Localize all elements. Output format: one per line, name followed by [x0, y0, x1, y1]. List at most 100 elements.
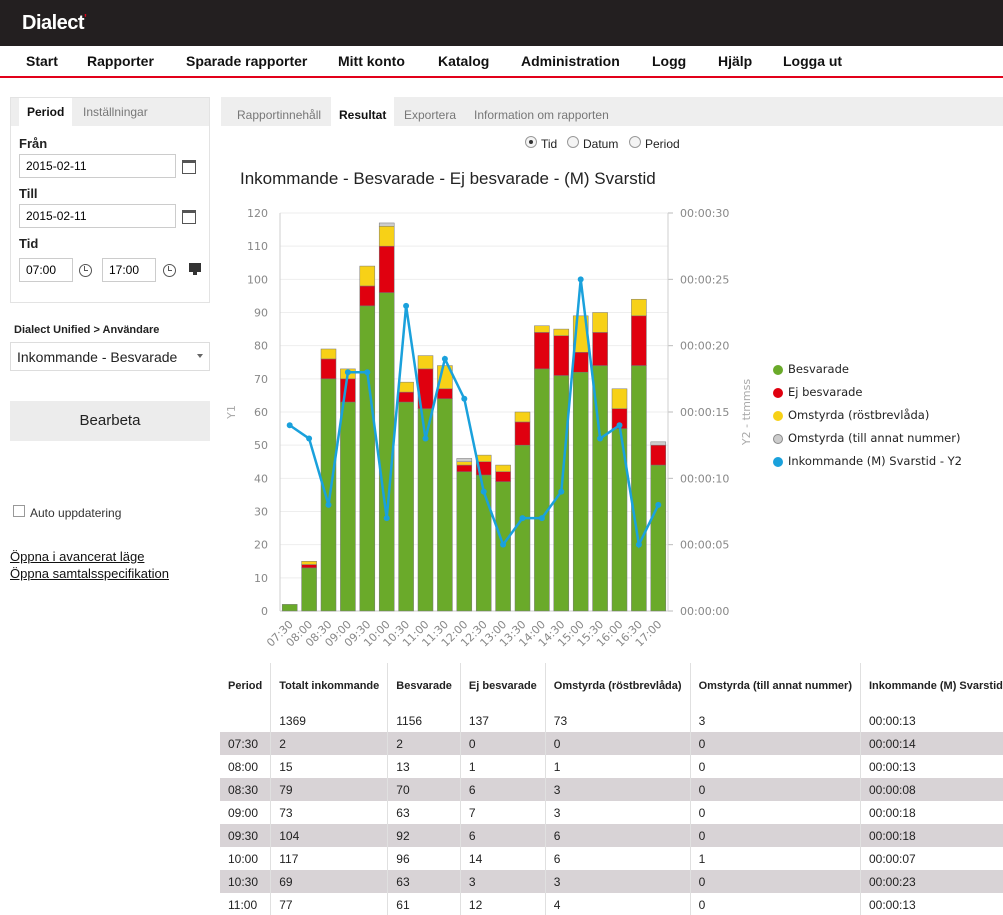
table-cell: 0	[690, 824, 861, 847]
radio-datum[interactable]	[567, 136, 579, 148]
bar-segment	[650, 464, 667, 612]
table-header-cell[interactable]: Period	[220, 663, 272, 709]
bar-segment	[495, 464, 511, 472]
table-cell: 70	[387, 778, 461, 801]
table-cell: 10:30	[220, 870, 272, 893]
tab-period[interactable]: Period	[19, 98, 73, 126]
bar-segment	[437, 388, 453, 399]
y-tick-label: 40	[254, 472, 268, 485]
table-cell: 2	[387, 732, 461, 755]
radio-period[interactable]	[629, 136, 641, 148]
bar-segment	[301, 564, 317, 569]
to-date-input[interactable]	[19, 204, 176, 228]
bar-segment	[378, 222, 395, 227]
tab-resultat[interactable]: Resultat	[331, 97, 395, 126]
call-spec-link[interactable]: Öppna samtalsspecifikation	[10, 566, 169, 581]
table-cell: 1	[460, 755, 546, 778]
bar-segment	[320, 358, 337, 380]
table-header-cell[interactable]: Inkommande (M) Svarstid	[860, 663, 1003, 709]
table-header-cell[interactable]: Omstyrda (till annat nummer)	[690, 663, 861, 709]
table-cell: 00:00:13	[860, 709, 1003, 732]
dialect-logo[interactable]: Dialect'	[22, 12, 87, 34]
report-select[interactable]: Inkommande - Besvarade	[10, 342, 210, 371]
calendar-icon[interactable]	[182, 160, 196, 174]
svarstid-point	[364, 369, 371, 376]
nav-mitt-konto[interactable]: Mitt konto	[338, 53, 405, 69]
advanced-mode-link[interactable]: Öppna i avancerat läge	[10, 549, 145, 564]
table-header-cell[interactable]: Omstyrda (röstbrevlåda)	[545, 663, 691, 709]
bar-segment	[553, 328, 570, 336]
clock-icon[interactable]	[163, 264, 176, 277]
table-header-cell[interactable]: Totalt inkommande	[270, 663, 389, 709]
time-to-input[interactable]	[102, 258, 156, 282]
svarstid-point	[383, 515, 390, 522]
bar-segment	[359, 285, 376, 307]
table-cell: 08:00	[220, 755, 272, 778]
radio-tid[interactable]	[525, 136, 537, 148]
chevron-down-icon	[197, 354, 203, 358]
svarstid-point	[500, 541, 507, 548]
table-cell: 3	[460, 870, 546, 893]
nav-katalog[interactable]: Katalog	[438, 53, 490, 69]
tab-rapportinnehall[interactable]: Rapportinnehåll	[237, 108, 322, 122]
time-label: Tid	[19, 236, 39, 251]
svarstid-point	[519, 515, 526, 522]
auto-update-label: Auto uppdatering	[30, 506, 122, 520]
from-date-input[interactable]	[19, 154, 176, 178]
nav-rapporter[interactable]: Rapporter	[87, 53, 154, 69]
bar-segment	[320, 348, 337, 360]
nav-logga-ut[interactable]: Logga ut	[783, 53, 843, 69]
time-from-input[interactable]	[19, 258, 73, 282]
table-cell: 00:00:08	[860, 778, 1003, 801]
nav-hjalp[interactable]: Hjälp	[718, 53, 753, 69]
bearbeta-button[interactable]: Bearbeta	[10, 401, 210, 441]
auto-update-checkbox[interactable]	[13, 505, 25, 517]
svarstid-line	[288, 279, 660, 549]
y2-tick-label: 00:00:20	[680, 340, 729, 353]
svarstid-point	[344, 369, 351, 376]
bar-segment	[514, 411, 531, 423]
tab-installningar[interactable]: Inställningar	[83, 105, 148, 119]
table-cell: 3	[545, 801, 691, 824]
table-cell: 14	[460, 847, 546, 870]
nav-sparade-rapporter[interactable]: Sparade rapporter	[186, 53, 308, 69]
to-label: Till	[19, 186, 38, 201]
bar-segment	[495, 471, 511, 482]
tab-information[interactable]: Information om rapporten	[474, 108, 609, 122]
svarstid-point	[286, 422, 293, 429]
y2-axis-title: Y2 - ttmmss	[740, 379, 753, 446]
table-cell: 10:00	[220, 847, 272, 870]
bar-segment	[301, 567, 317, 612]
table-header-cell[interactable]: Ej besvarade	[460, 663, 546, 709]
svarstid-point	[461, 395, 468, 402]
table-cell: 0	[690, 755, 861, 778]
table-header-cell[interactable]: Besvarade	[387, 663, 461, 709]
bar-segment	[301, 561, 317, 565]
table-cell: 137	[460, 709, 546, 732]
y2-tick-label: 00:00:15	[680, 406, 729, 419]
table-cell: 3	[545, 778, 691, 801]
legend-marker	[773, 434, 783, 444]
bar-segment	[340, 401, 356, 612]
radio-tid-label: Tid	[541, 137, 558, 151]
table-cell: 00:00:14	[860, 732, 1003, 755]
tab-exportera[interactable]: Exportera	[404, 108, 457, 122]
y-tick-label: 20	[254, 539, 268, 552]
bar-segment	[514, 421, 531, 446]
table-cell: 2	[270, 732, 389, 755]
clock-icon[interactable]	[79, 264, 92, 277]
y-tick-label: 100	[247, 273, 268, 286]
table-cell: 77	[270, 893, 389, 915]
nav-logg[interactable]: Logg	[652, 53, 687, 69]
table-cell: 00:00:13	[860, 755, 1003, 778]
bar-segment	[437, 398, 453, 612]
bar-segment	[514, 444, 531, 612]
table-cell: 00:00:18	[860, 824, 1003, 847]
monitor-icon[interactable]	[189, 263, 201, 275]
calendar-icon[interactable]	[182, 210, 196, 224]
nav-start[interactable]: Start	[26, 53, 58, 69]
svarstid-point	[558, 488, 565, 495]
nav-administration[interactable]: Administration	[521, 53, 620, 69]
y-tick-label: 0	[261, 605, 268, 618]
legend-label: Omstyrda (röstbrevlåda)	[788, 408, 930, 422]
